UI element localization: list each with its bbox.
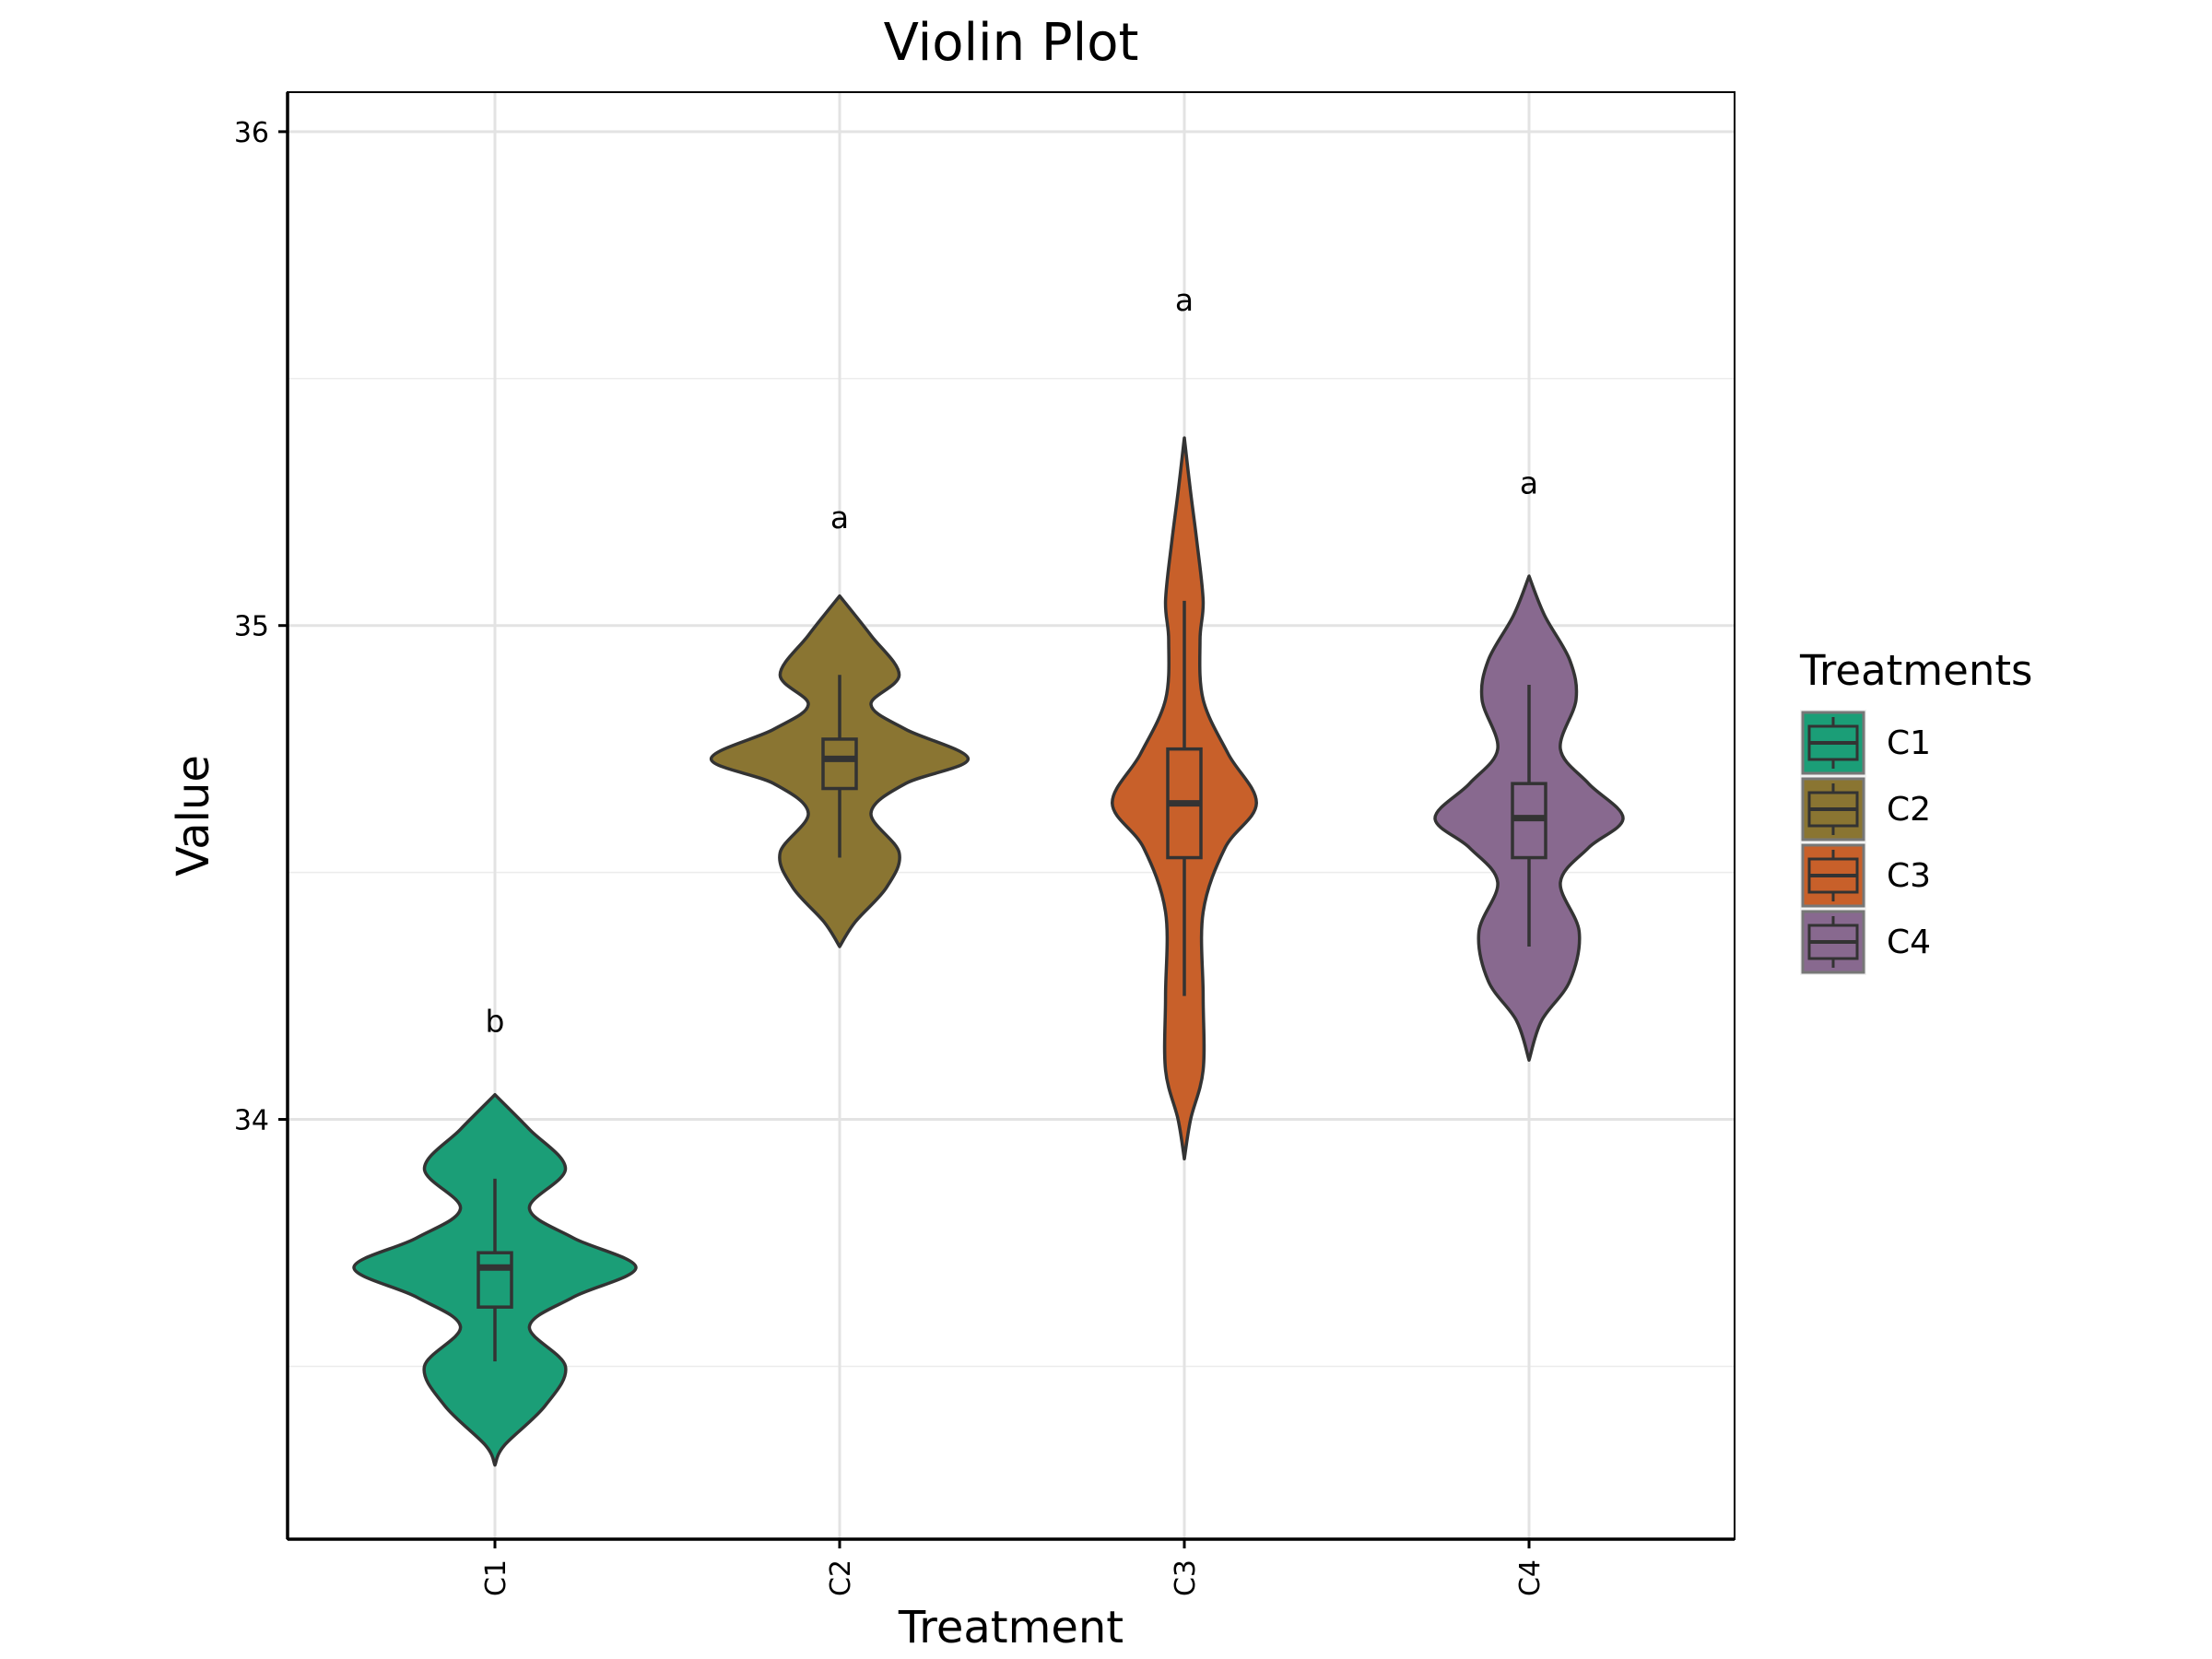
violin-group-c2: a <box>709 500 971 948</box>
x-tick-label: C3 <box>1170 1559 1202 1596</box>
x-axis-title: Treatment <box>898 1602 1124 1653</box>
significance-letter: a <box>1520 465 1538 500</box>
significance-letter: b <box>486 1003 505 1039</box>
legend-label: C2 <box>1887 791 1931 829</box>
legend-label: C1 <box>1887 724 1931 762</box>
y-tick-label: 34 <box>234 1105 269 1137</box>
violin-group-c3: a <box>1111 282 1258 1161</box>
x-tick-label: C2 <box>825 1559 857 1596</box>
legend-item-c2: C2 <box>1800 776 1931 842</box>
legend-label: C4 <box>1887 924 1931 961</box>
legend-item-c1: C1 <box>1800 710 1931 776</box>
y-axis-title: Value <box>168 755 219 877</box>
legend-title: Treatments <box>1799 646 2032 695</box>
violin-c2 <box>709 594 971 948</box>
chart-title: Violin Plot <box>884 13 1139 73</box>
legend: Treatments C1 C2 C3 C4 <box>1799 646 2032 975</box>
violin-group-c4: a <box>1433 465 1625 1062</box>
violin-layer: b a a a <box>352 282 1625 1467</box>
box-c1 <box>477 1251 513 1309</box>
box-c2 <box>821 737 858 791</box>
violin-c1 <box>352 1092 638 1467</box>
violin-c3 <box>1111 436 1258 1161</box>
violin-group-c1: b <box>352 1003 638 1467</box>
significance-letter: a <box>830 500 849 535</box>
legend-item-c3: C3 <box>1800 842 1931 909</box>
x-tick-label: C4 <box>1514 1559 1547 1596</box>
y-tick-label: 36 <box>234 117 269 149</box>
y-tick-label: 35 <box>234 611 269 643</box>
legend-item-c4: C4 <box>1800 909 1931 975</box>
x-tick-label: C1 <box>480 1559 512 1596</box>
axes: 34 35 36 C1 C2 C3 C4 <box>234 91 1735 1596</box>
significance-letter: a <box>1175 282 1194 318</box>
legend-label: C3 <box>1887 857 1931 895</box>
